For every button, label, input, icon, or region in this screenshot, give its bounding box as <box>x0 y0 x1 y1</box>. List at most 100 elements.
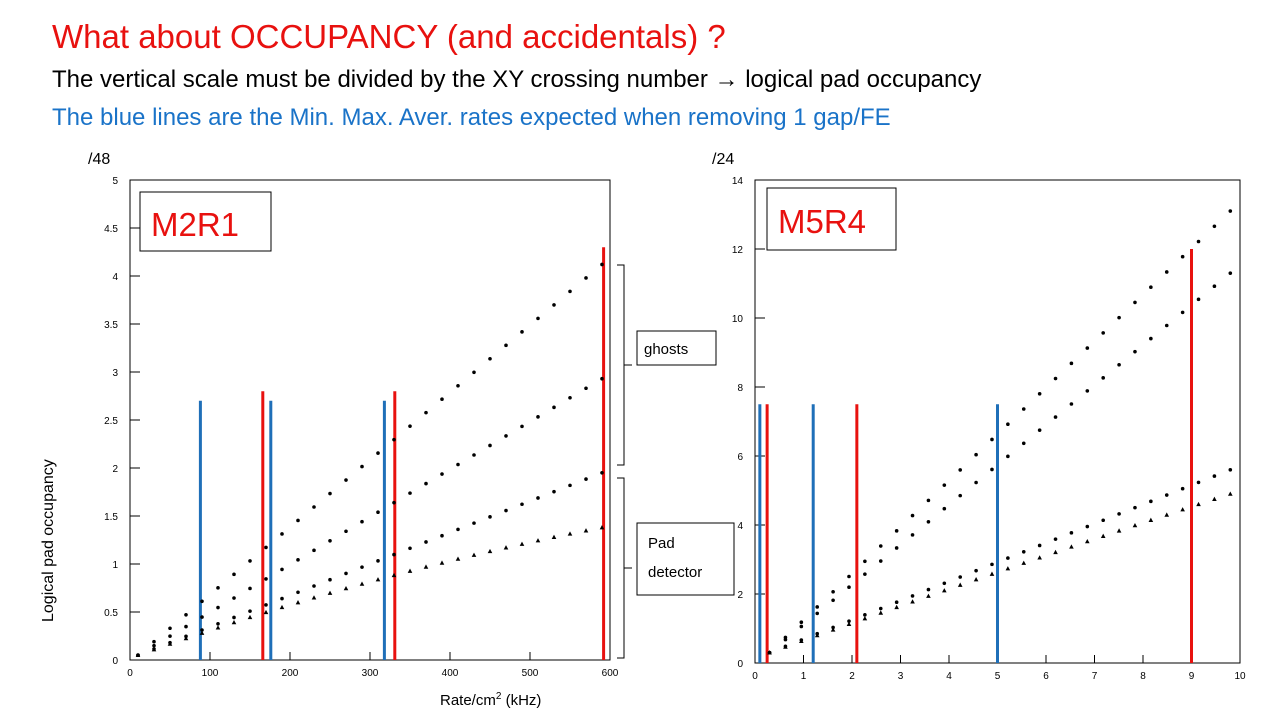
data-point-triangle <box>343 585 349 591</box>
y-tick-label: 3.5 <box>104 320 118 331</box>
data-point <box>1037 543 1042 548</box>
data-point <box>831 589 835 594</box>
data-point <box>264 603 268 607</box>
data-point-triangle <box>910 599 915 604</box>
data-point <box>360 565 364 569</box>
data-point <box>232 596 236 600</box>
data-point-triangle <box>167 641 173 646</box>
data-point-triangle <box>247 614 253 620</box>
plot-frame <box>129 179 611 661</box>
x-tick-label: 5 <box>995 671 1001 682</box>
pad-detector-box <box>636 522 735 596</box>
chart-label: M2R1 <box>151 206 239 243</box>
y-tick-label: 6 <box>737 452 743 463</box>
data-point-triangle <box>1180 507 1185 512</box>
data-point <box>1069 402 1074 406</box>
y-tick-label: 12 <box>732 245 744 256</box>
data-point <box>878 606 883 611</box>
x-axis-label-unit: (kHz) <box>501 692 541 709</box>
data-point <box>504 434 508 438</box>
y-tick-label: 2 <box>112 464 118 475</box>
data-point <box>200 615 204 619</box>
y-tick-label: 8 <box>737 383 743 394</box>
data-point <box>504 508 508 513</box>
data-point-triangle <box>1085 539 1090 544</box>
data-point <box>376 510 380 514</box>
data-point <box>568 483 572 488</box>
data-point-triangle <box>519 541 525 546</box>
y-tick-label: 14 <box>732 176 744 187</box>
data-point-triangle <box>183 635 189 641</box>
data-point <box>815 611 820 616</box>
data-point <box>584 276 588 280</box>
data-point <box>990 562 994 567</box>
data-point-triangle <box>503 545 509 550</box>
data-point-triangle <box>926 593 931 598</box>
x-axis-label-sup: 2 <box>496 691 502 702</box>
data-point-triangle <box>423 564 429 569</box>
data-point <box>863 572 867 576</box>
data-point-triangle <box>846 621 852 626</box>
data-point <box>584 386 588 391</box>
data-point <box>1006 556 1010 560</box>
data-point <box>1164 323 1169 328</box>
data-point <box>488 356 492 361</box>
x-tick-label: 0 <box>752 671 758 682</box>
data-point <box>1085 389 1090 393</box>
data-point-triangle <box>1132 522 1138 528</box>
data-point <box>1196 480 1201 485</box>
vertical-rate-lines <box>198 247 606 660</box>
data-point <box>200 628 204 632</box>
data-point <box>1212 284 1217 289</box>
data-point-triangle <box>1005 566 1011 571</box>
data-point-triangle <box>567 531 573 536</box>
data-point <box>392 500 396 505</box>
chart-m2r1: 0 100 200 300 400 500 600 0 0.5 1 1.5 2 2.5 3 3.5 4 4.5 5… <box>40 151 619 709</box>
data-point <box>926 519 931 524</box>
data-point <box>990 437 994 442</box>
data-point <box>568 395 572 400</box>
data-point <box>392 437 396 442</box>
data-point <box>1196 239 1201 244</box>
y-tick-label: 1.5 <box>104 512 118 523</box>
data-point <box>312 548 316 553</box>
data-point <box>360 464 364 469</box>
data-point <box>536 316 540 321</box>
data-point <box>456 462 460 467</box>
data-point-triangle <box>471 552 477 557</box>
data-point-triangle <box>830 627 836 632</box>
data-point <box>1021 441 1026 446</box>
data-point <box>1006 422 1010 427</box>
data-point <box>1101 376 1105 380</box>
data-point <box>942 483 947 487</box>
data-point-triangle <box>439 560 445 565</box>
data-point-triangle <box>1053 549 1058 555</box>
data-point <box>216 586 220 590</box>
data-point <box>910 594 915 598</box>
data-point <box>910 513 915 518</box>
data-point <box>248 609 252 613</box>
data-point <box>440 533 444 538</box>
data-point <box>456 383 460 388</box>
data-point-triangle <box>311 595 317 600</box>
data-point <box>408 424 412 428</box>
data-point <box>424 540 428 544</box>
ghosts-bracket <box>617 264 625 466</box>
data-point <box>552 303 556 307</box>
data-point <box>1133 505 1137 510</box>
data-point-triangle <box>327 590 333 595</box>
data-point <box>926 587 931 592</box>
data-point <box>328 577 332 582</box>
data-point <box>974 568 978 573</box>
data-point <box>296 590 300 595</box>
data-point-triangle <box>1212 496 1217 501</box>
data-point-triangle <box>375 577 381 582</box>
data-point <box>1164 270 1169 274</box>
data-point <box>248 559 252 563</box>
data-point-triangle <box>783 644 788 649</box>
vertical-rate-lines <box>758 249 1193 663</box>
data-point <box>168 634 172 638</box>
data-point-triangle <box>263 609 269 615</box>
data-point <box>1117 512 1121 516</box>
data-point <box>942 581 947 586</box>
